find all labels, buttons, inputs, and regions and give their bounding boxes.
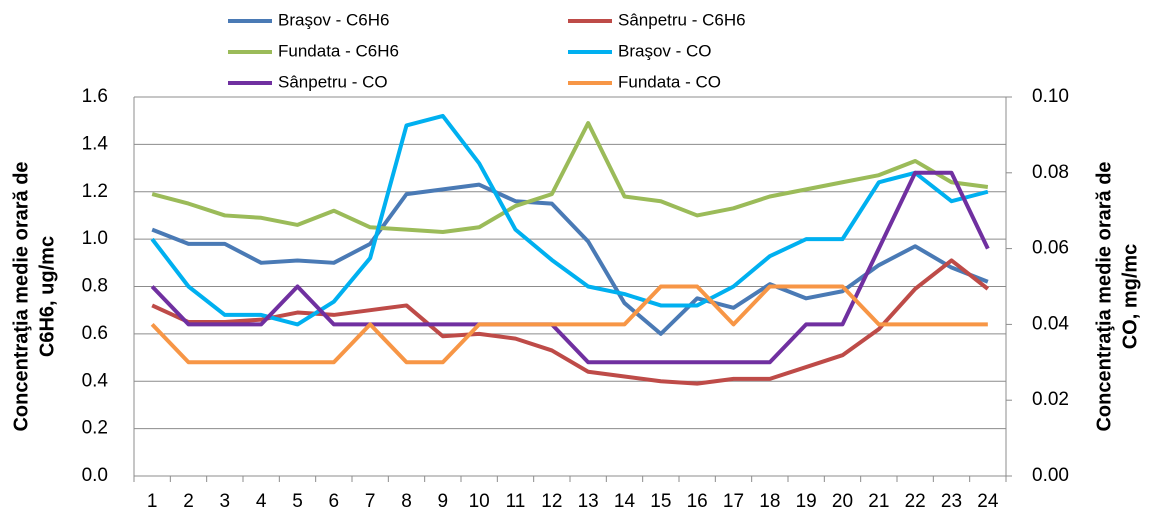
y2-tick-label: 0.02 [1032,389,1069,410]
y-axis-title: Concentraţia medie orară de [10,161,32,431]
x-tick-label: 11 [506,491,526,512]
x-tick-label: 6 [329,491,340,512]
y2-axis-title: Concentraţia medie orară de [1093,161,1115,431]
series-line [150,170,990,365]
legend-label: Sânpetru - CO [278,72,388,91]
x-tick-label: 23 [941,491,962,512]
y-tick-label: 0.6 [82,323,108,344]
y2-tick-label: 0.08 [1032,162,1069,183]
x-tick-label: 15 [650,491,671,512]
y-tick-label: 1.6 [82,86,108,107]
y-tick-label: 0.0 [82,465,108,486]
x-tick-label: 2 [183,491,194,512]
x-tick-label: 8 [401,491,412,512]
series-line [150,113,989,327]
x-tick-label: 12 [541,491,562,512]
x-tick-label: 19 [796,491,817,512]
x-tick-label: 21 [868,491,889,512]
x-tick-label: 9 [438,491,449,512]
series-line [151,121,989,235]
x-tick-label: 1 [147,491,158,512]
y-tick-label: 1.2 [82,181,108,202]
x-tick-label: 18 [759,491,780,512]
x-tick-label: 3 [220,491,231,512]
y2-tick-label: 0.06 [1032,238,1069,259]
y-tick-label: 0.8 [82,276,108,297]
series-line [150,284,988,365]
legend-label: Fundata - C6H6 [278,41,399,60]
y2-tick-label: 0.10 [1032,86,1069,107]
legend-label: Braşov - CO [618,41,712,60]
x-tick-label: 17 [723,491,744,512]
x-tick-label: 22 [905,491,926,512]
y-tick-label: 0.2 [82,418,108,439]
x-tick-label: 10 [469,491,490,512]
y-tick-label: 1.0 [82,228,108,249]
x-tick-label: 16 [687,491,708,512]
series-line [151,258,990,386]
x-tick-label: 7 [365,491,376,512]
legend-label: Braşov - C6H6 [278,10,389,29]
x-tick-label: 13 [578,491,599,512]
x-tick-label: 5 [292,491,303,512]
y-tick-label: 1.4 [82,133,109,154]
legend-label: Fundata - CO [618,72,721,91]
y2-tick-label: 0.00 [1032,465,1069,486]
series-line [151,182,989,336]
y2-tick-label: 0.04 [1032,313,1069,334]
y-tick-label: 0.4 [82,370,109,391]
x-tick-label: 4 [256,491,267,512]
y2-axis-title: CO, mg/mc [1119,244,1141,350]
x-tick-label: 20 [832,491,853,512]
y-axis-title: C6H6, ug/mc [36,236,58,357]
legend-label: Sânpetru - C6H6 [618,10,746,29]
x-tick-label: 14 [614,491,636,512]
x-tick-label: 24 [977,491,999,512]
